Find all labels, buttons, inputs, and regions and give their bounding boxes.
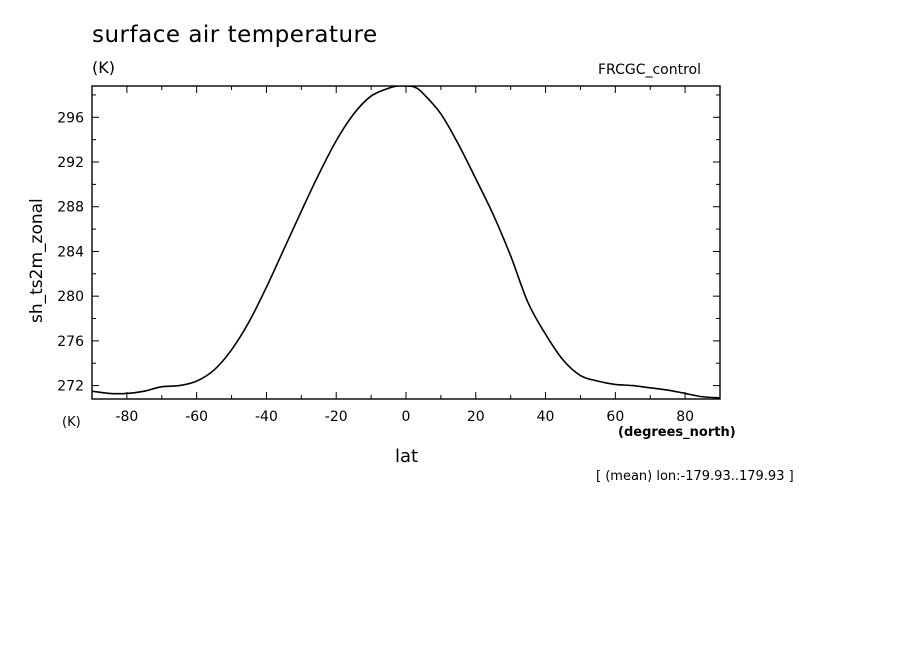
chart-title: surface air temperature bbox=[92, 22, 378, 48]
x-axis-label: lat bbox=[395, 446, 419, 467]
x-tick-label: 0 bbox=[402, 409, 411, 425]
x-tick-label: -80 bbox=[115, 409, 138, 425]
y-tick-label: 280 bbox=[57, 289, 84, 305]
y-tick-label: 292 bbox=[57, 155, 84, 171]
series-line bbox=[92, 86, 720, 399]
y-tick-label: 276 bbox=[57, 334, 84, 350]
x-tick-label: 60 bbox=[606, 409, 624, 425]
run-label: FRCGC_control bbox=[598, 62, 702, 78]
x-tick-labels: -80 -60 -40 -20 0 20 40 60 80 bbox=[115, 409, 694, 425]
y-tick-label: 284 bbox=[57, 244, 84, 260]
footnote: [ (mean) lon:-179.93..179.93 ] bbox=[596, 469, 794, 484]
x-tick-label: -20 bbox=[325, 409, 348, 425]
y-tick-label: 288 bbox=[57, 200, 84, 216]
y-axis-unit: (K) bbox=[62, 415, 81, 430]
x-tick-label: 20 bbox=[467, 409, 485, 425]
tick-marks bbox=[91, 86, 721, 399]
y-tick-label: 296 bbox=[57, 110, 84, 126]
y-tick-labels: 272 276 280 284 288 292 296 bbox=[57, 110, 84, 394]
x-tick-label: 40 bbox=[537, 409, 555, 425]
x-axis-unit: (degrees_north) bbox=[618, 425, 736, 440]
x-tick-label: 80 bbox=[676, 409, 694, 425]
x-tick-label: -40 bbox=[255, 409, 278, 425]
x-tick-label: -60 bbox=[185, 409, 208, 425]
plot-frame bbox=[91, 85, 721, 400]
title-unit: (K) bbox=[92, 58, 115, 77]
y-tick-label: 272 bbox=[57, 379, 84, 395]
